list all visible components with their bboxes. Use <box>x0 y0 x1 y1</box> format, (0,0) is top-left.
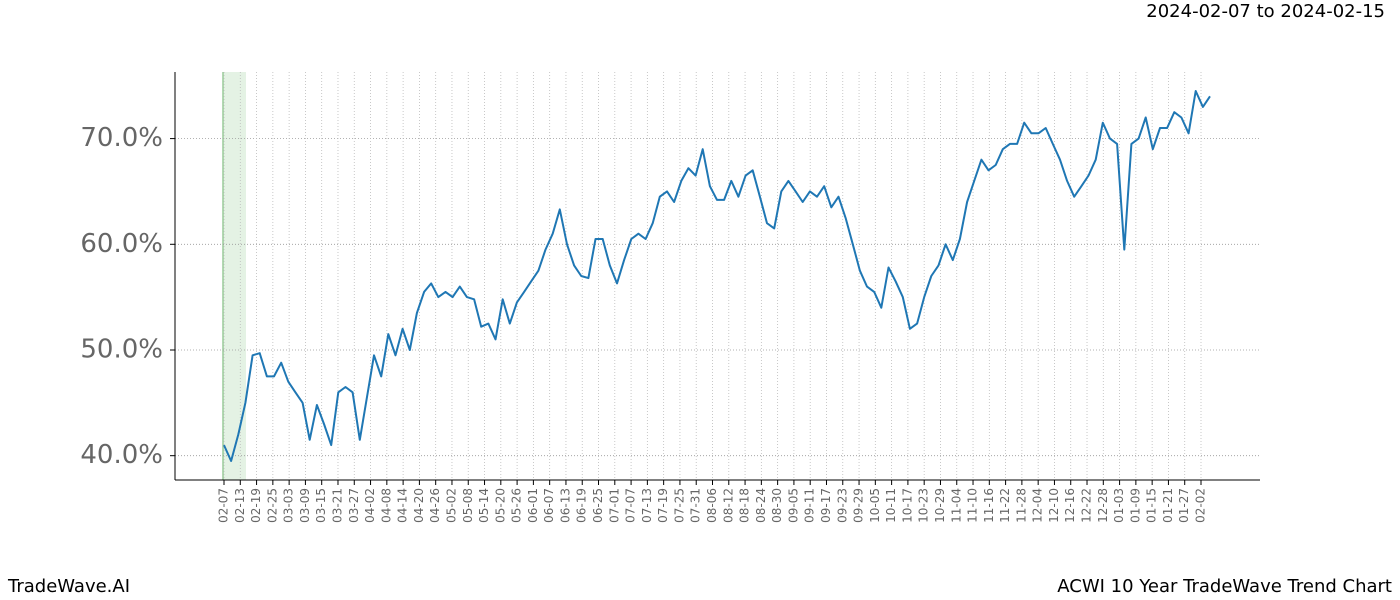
x-tick-label: 03-09 <box>298 488 312 523</box>
x-tick-label: 03-21 <box>330 488 344 523</box>
x-tick-label: 07-01 <box>607 488 621 523</box>
x-tick-label: 08-24 <box>754 488 768 523</box>
x-tick-label: 04-08 <box>379 488 393 523</box>
x-tick-label: 09-11 <box>803 488 817 523</box>
y-tick-label: 50.0% <box>80 334 163 364</box>
x-tick-label: 05-08 <box>461 488 475 523</box>
x-tick-label: 05-14 <box>477 488 491 523</box>
x-tick-label: 11-22 <box>998 488 1012 523</box>
x-tick-label: 09-05 <box>786 488 800 523</box>
x-tick-label: 07-07 <box>624 488 638 523</box>
y-tick-label: 40.0% <box>80 440 163 470</box>
x-tick-label: 08-12 <box>721 488 735 523</box>
x-tick-label: 09-17 <box>819 488 833 523</box>
x-tick-label: 03-15 <box>314 488 328 523</box>
x-tick-label: 11-04 <box>949 488 963 523</box>
footer-right: ACWI 10 Year TradeWave Trend Chart <box>1057 576 1392 597</box>
chart-title: 2024-02-07 to 2024-02-15 <box>1146 1 1385 22</box>
x-tick-label: 03-03 <box>282 488 296 523</box>
x-tick-label: 10-29 <box>933 488 947 523</box>
x-tick-label: 10-11 <box>884 488 898 523</box>
x-tick-label: 12-16 <box>1063 488 1077 523</box>
x-tick-label: 03-27 <box>347 488 361 523</box>
x-tick-label: 08-06 <box>705 488 719 523</box>
x-tick-label: 08-18 <box>738 488 752 523</box>
x-tick-label: 08-30 <box>770 488 784 523</box>
x-tick-label: 01-15 <box>1145 488 1159 523</box>
x-tick-label: 04-14 <box>396 488 410 523</box>
x-tick-label: 10-23 <box>917 488 931 523</box>
x-tick-label: 12-04 <box>1031 488 1045 523</box>
grid <box>175 72 1260 480</box>
x-tick-label: 06-13 <box>558 488 572 523</box>
x-tick-label: 05-20 <box>493 488 507 523</box>
x-tick-label: 07-19 <box>656 488 670 523</box>
x-tick-label: 02-19 <box>249 488 263 523</box>
x-tick-label: 09-29 <box>852 488 866 523</box>
x-tick-label: 07-31 <box>689 488 703 523</box>
x-tick-label: 01-03 <box>1112 488 1126 523</box>
x-tick-label: 04-02 <box>363 488 377 523</box>
x-tick-label: 11-10 <box>966 488 980 523</box>
x-tick-label: 02-13 <box>233 488 247 523</box>
footer-left: TradeWave.AI <box>7 576 130 597</box>
x-tick-label: 11-28 <box>1014 488 1028 523</box>
x-tick-label: 06-01 <box>526 488 540 523</box>
x-tick-label: 05-26 <box>510 488 524 523</box>
y-tick-label: 60.0% <box>80 229 163 259</box>
x-tick-label: 06-25 <box>591 488 605 523</box>
x-tick-label: 06-07 <box>542 488 556 523</box>
x-tick-label: 07-13 <box>640 488 654 523</box>
x-tick-label: 10-17 <box>900 488 914 523</box>
x-tick-label: 02-25 <box>265 488 279 523</box>
x-tick-label: 09-23 <box>835 488 849 523</box>
x-tick-label: 12-10 <box>1047 488 1061 523</box>
x-tick-label: 12-28 <box>1096 488 1110 523</box>
plot <box>223 90 1211 462</box>
x-tick-label: 05-02 <box>444 488 458 523</box>
x-tick-label: 01-09 <box>1128 488 1142 523</box>
x-tick-label: 02-02 <box>1194 488 1208 523</box>
x-tick-label: 07-25 <box>672 488 686 523</box>
x-tick-label: 11-16 <box>982 488 996 523</box>
y-tick-label: 70.0% <box>80 123 163 153</box>
x-tick-label: 04-26 <box>428 488 442 523</box>
x-tick-label: 01-21 <box>1161 488 1175 523</box>
x-tick-label: 01-27 <box>1177 488 1191 523</box>
x-tick-label: 12-22 <box>1080 488 1094 523</box>
x-tick-label: 02-07 <box>217 488 231 523</box>
x-tick-label: 06-19 <box>575 488 589 523</box>
x-tick-label: 10-05 <box>868 488 882 523</box>
x-tick-label: 04-20 <box>412 488 426 523</box>
data-line <box>223 90 1211 462</box>
